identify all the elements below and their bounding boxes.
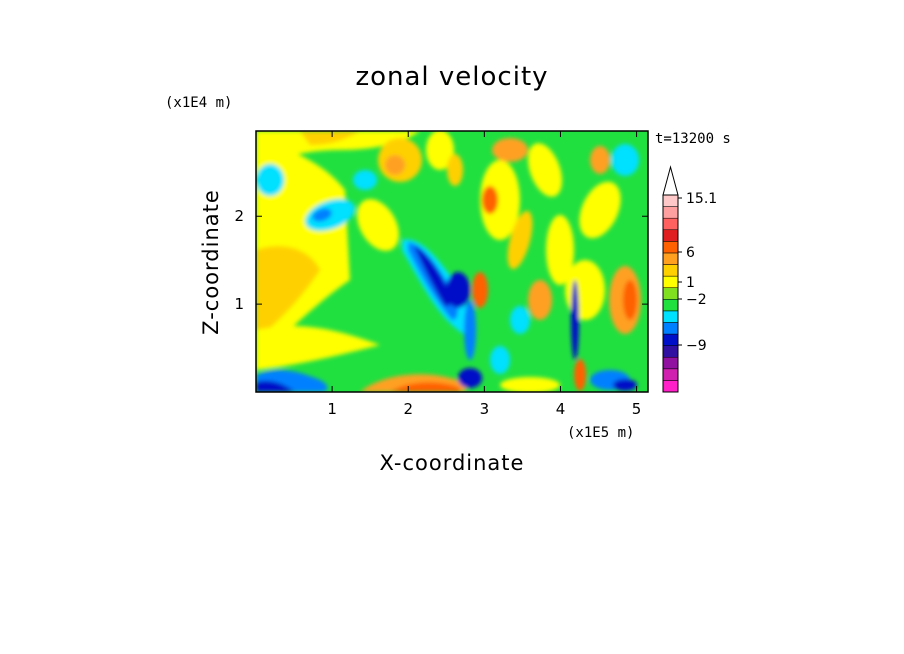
- chart-title: zonal velocity: [355, 62, 548, 92]
- x-axis-label: X-coordinate: [380, 451, 525, 475]
- colorbar-segment: [662, 345, 679, 358]
- y-tick-label: 1: [234, 295, 244, 313]
- x-tick-label: 3: [480, 400, 490, 418]
- colorbar-label: −2: [686, 292, 707, 308]
- x-tick-label: 4: [556, 400, 566, 418]
- x-tick-label: 2: [403, 400, 413, 418]
- y-axis-label: Z-coordinate: [199, 189, 223, 335]
- colorbar-segment: [662, 206, 679, 219]
- colorbar-segment: [662, 194, 679, 207]
- colorbar-labels: 15.1 6 1−2 −9: [678, 191, 717, 354]
- colorbar-segment: [662, 333, 679, 346]
- x-tick-label: 5: [632, 400, 642, 418]
- plot-frame: [255, 130, 649, 393]
- colorbar-segment: [662, 356, 679, 370]
- colorbar-segment: [662, 229, 679, 242]
- colorbar-segment: [662, 322, 679, 335]
- colorbar-overflow-arrow: [662, 165, 679, 196]
- colorbar-segment: [662, 264, 679, 277]
- colorbar-segment: [662, 252, 679, 265]
- colorbar-segment: [662, 310, 679, 323]
- colorbar-segment: [662, 287, 679, 300]
- colorbar-segment: [662, 368, 679, 381]
- x-axis: 1 2 3 4 5: [327, 131, 641, 418]
- colorbar-segment: [662, 299, 679, 312]
- colorbar-segment: [662, 380, 679, 393]
- colorbar-label: 6: [686, 245, 695, 261]
- colorbar-label: 15.1: [686, 191, 717, 207]
- colorbar-segment: [662, 241, 679, 254]
- y-tick-label: 2: [234, 207, 244, 225]
- y-scale-note: (x1E4 m): [165, 95, 232, 111]
- colorbar-label: −9: [686, 338, 707, 354]
- contour-field: [256, 131, 648, 392]
- y-axis: 12: [234, 207, 648, 313]
- x-scale-note: (x1E5 m): [567, 425, 634, 441]
- colorbar-frame: [662, 194, 679, 393]
- time-label: t=13200 s: [655, 131, 731, 147]
- colorbar-segment: [662, 275, 679, 288]
- x-tick-label: 1: [327, 400, 337, 418]
- colorbar-segment: [662, 217, 679, 231]
- colorbar: [662, 165, 679, 393]
- colorbar-label: 1: [686, 275, 695, 291]
